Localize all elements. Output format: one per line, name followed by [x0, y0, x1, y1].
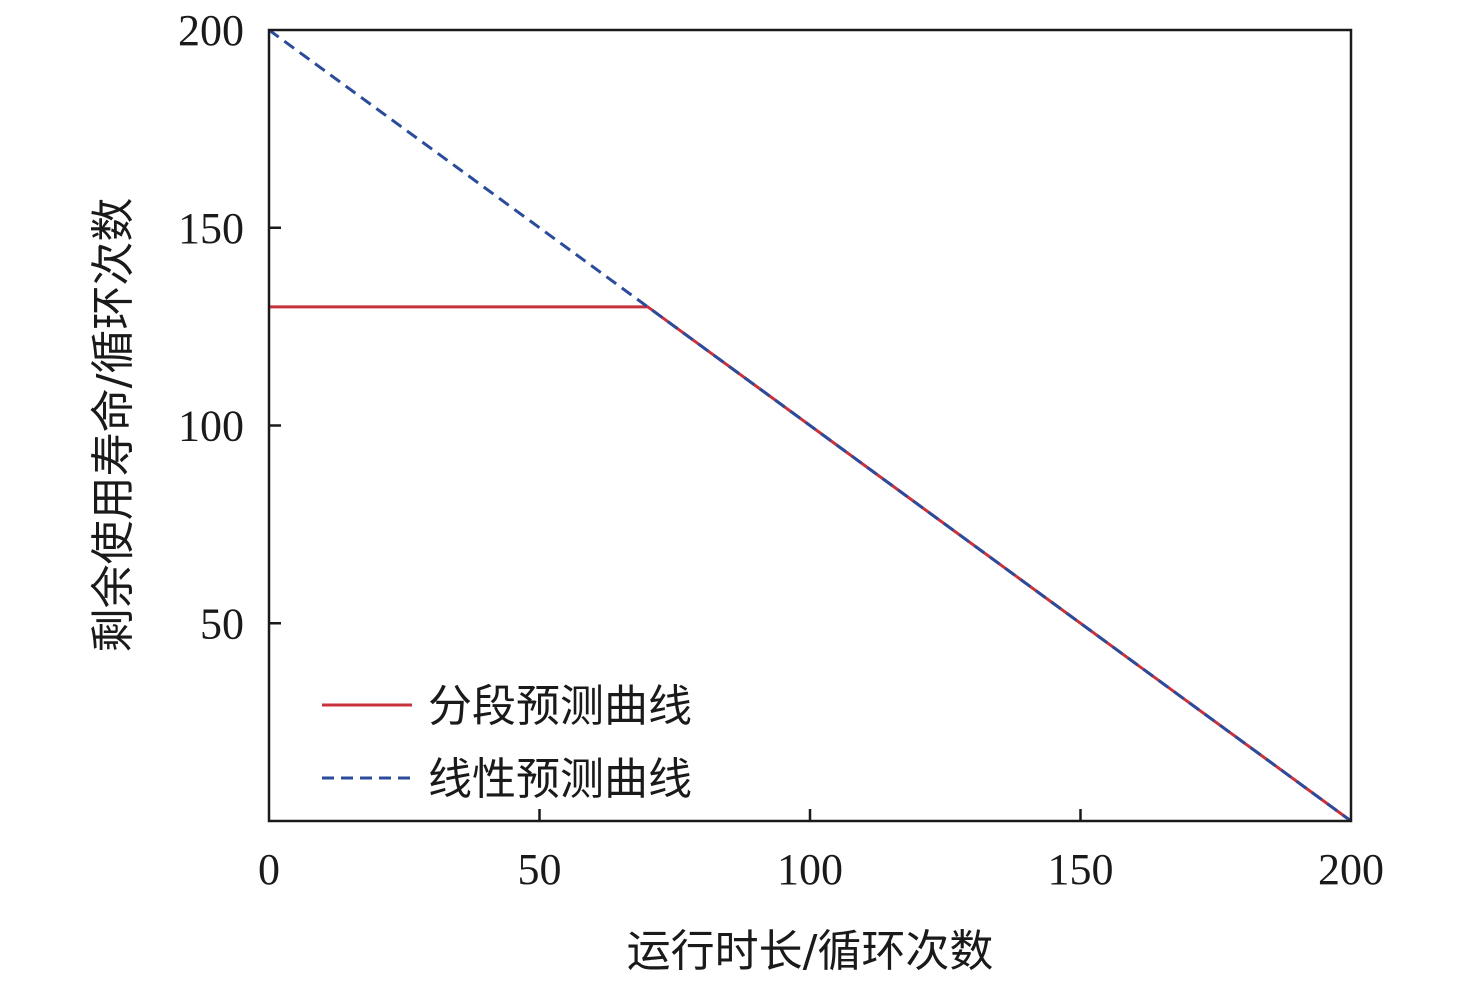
series-line-1	[269, 305, 1352, 823]
series-layer	[268, 28, 1352, 823]
x-tick-label: 50	[518, 845, 562, 894]
y-tick-label: 150	[178, 204, 244, 253]
y-tick-label: 100	[178, 402, 244, 451]
y-tick-label: 200	[178, 6, 244, 55]
ticks-layer: 0 50 100 150 200 50 100 150 200	[178, 6, 1384, 894]
series-line-2	[268, 28, 1352, 823]
y-tick-label: 50	[200, 599, 244, 648]
x-tick-label: 100	[777, 845, 843, 894]
x-axis-title: 运行时长/循环次数	[627, 926, 994, 977]
x-tick-label: 0	[258, 845, 280, 894]
x-tick-label: 200	[1318, 845, 1384, 894]
y-axis-title: 剩余使用寿命/循环次数	[88, 198, 139, 653]
legend-label-1: 分段预测曲线	[428, 681, 692, 732]
x-tick-label: 150	[1048, 845, 1114, 894]
legend-label-2: 线性预测曲线	[428, 754, 692, 805]
